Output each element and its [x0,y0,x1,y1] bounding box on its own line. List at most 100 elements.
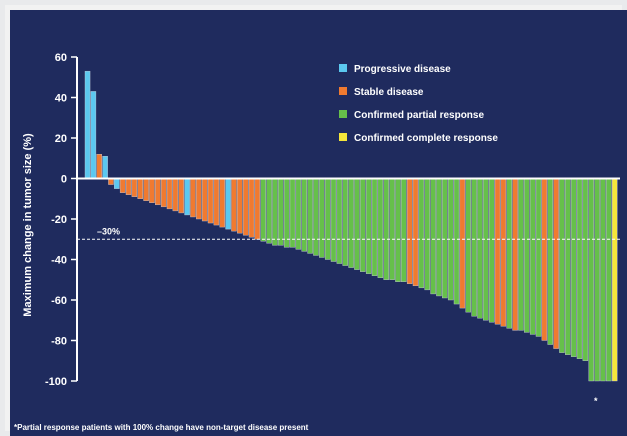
bar-48 [360,178,366,272]
reference-line-label: –30% [97,226,120,236]
bar-6 [114,178,120,189]
reference-line-layer: –30% [77,226,620,240]
bar-83 [565,178,571,355]
bar-20 [196,178,202,220]
bar-88 [594,178,600,382]
bar-21 [201,178,208,222]
bar-50 [371,178,378,276]
bar-90 [606,178,612,382]
bar-12 [149,178,155,203]
bar-32 [266,178,272,244]
bar-91 [611,178,618,382]
bar-28 [242,178,249,236]
bar-10 [137,178,143,199]
bar-34 [278,178,284,246]
bar-7 [119,178,126,193]
bar-58 [418,178,425,289]
bar-43 [330,178,337,262]
bar-41 [319,178,325,258]
bar-44 [336,178,343,264]
bar-15 [166,178,173,210]
bar-42 [324,178,331,260]
chart-panel: 60 40 20 0 -20 -40 -60 -80 -100 –30% Maximum cha… [10,10,627,436]
bar-36 [289,178,296,248]
bar-16 [172,178,179,212]
waterfall-chart: 60 40 20 0 -20 -40 -60 -80 -100 –30% Maximum cha… [14,52,620,432]
bar-86 [582,178,589,361]
legend-swatch-partial [339,110,347,118]
bar-87 [588,178,594,382]
bar-38 [301,178,307,252]
legend-label-partial: Confirmed partial response [354,110,484,121]
bar-81 [553,178,559,349]
bar-45 [342,178,348,266]
bars-layer [84,70,618,382]
bar-1 [84,70,91,179]
bar-57 [412,178,419,287]
bar-89 [600,178,606,382]
bar-71 [494,178,501,325]
bar-3 [96,153,102,179]
bar-29 [248,178,255,238]
legend: Progressive disease Stable disease Confi… [339,64,498,144]
bar-69 [483,178,489,321]
bar-68 [477,178,483,319]
footnote: *Partial response patients with 100% cha… [14,423,309,432]
bar-64 [453,178,460,305]
bar-40 [313,178,319,256]
bar-60 [430,178,436,295]
legend-label-progressive: Progressive disease [354,64,451,75]
bar-85 [576,178,583,359]
bar-65 [459,178,466,309]
bar-77 [529,178,536,335]
bar-70 [488,178,495,323]
bar-82 [559,178,565,353]
bar-9 [131,178,138,197]
bar-54 [395,178,401,282]
bar-52 [383,178,389,280]
y-tick-label: 0 [61,174,67,186]
y-tick-label: -80 [51,336,67,348]
bar-55 [401,178,407,282]
bar-61 [436,178,442,297]
bar-33 [272,178,278,246]
bar-67 [471,178,477,317]
bar-22 [207,178,214,224]
bar-19 [190,178,196,218]
bar-47 [354,178,360,270]
bar-25 [225,178,231,230]
bar-74 [512,178,518,331]
legend-swatch-progressive [339,64,347,72]
bar-62 [442,178,448,299]
bar-18 [184,178,190,216]
legend-label-stable: Stable disease [354,87,424,98]
bar-35 [283,178,290,248]
bar-53 [389,178,395,280]
bar-8 [125,178,132,195]
bar-27 [237,178,243,234]
bar-73 [506,178,512,329]
bar-75 [518,178,524,331]
bar-56 [406,178,413,285]
legend-swatch-complete [339,133,347,141]
bar-14 [160,178,167,208]
bar-59 [424,178,430,291]
y-tick-label: -60 [51,295,67,307]
y-tick-label: 40 [55,93,67,105]
bar-78 [535,178,542,337]
bar-76 [524,178,530,333]
bar-23 [213,178,220,226]
bar-39 [307,178,313,254]
y-tick-label: 60 [55,52,67,64]
bar-13 [155,178,161,206]
bar-49 [365,178,372,274]
bar-17 [178,178,184,214]
bar-66 [465,178,471,313]
bar-26 [231,178,237,232]
bar-80 [547,178,553,345]
bar-37 [295,178,302,250]
y-axis-label: Maximum change in tumor size (%) [22,133,34,317]
bar-84 [570,178,577,357]
bar-11 [143,178,149,201]
